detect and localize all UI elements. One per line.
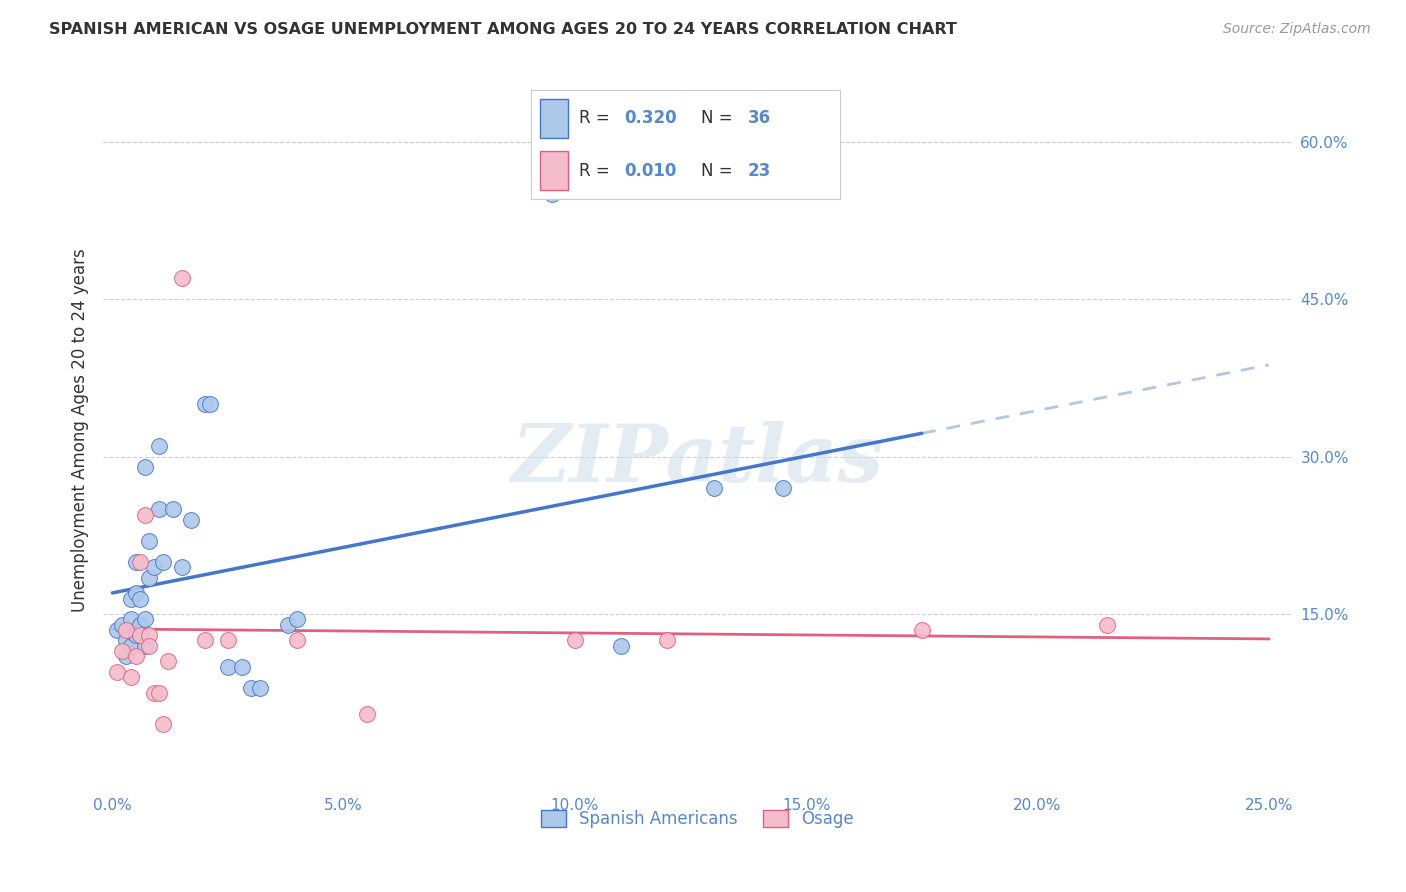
Text: ZIPatlas: ZIPatlas <box>512 421 883 499</box>
Point <box>194 397 217 411</box>
Point <box>138 639 160 653</box>
Point <box>120 591 142 606</box>
Point <box>277 617 299 632</box>
Point <box>170 560 193 574</box>
Text: Source: ZipAtlas.com: Source: ZipAtlas.com <box>1223 22 1371 37</box>
Point <box>240 681 263 695</box>
Point <box>194 633 217 648</box>
Point <box>120 612 142 626</box>
Point <box>610 639 633 653</box>
Point <box>156 655 179 669</box>
Point <box>124 628 146 642</box>
Point <box>564 633 586 648</box>
Point <box>134 612 156 626</box>
Point <box>249 681 271 695</box>
Point <box>772 481 794 495</box>
Point <box>356 706 378 721</box>
Point <box>129 591 152 606</box>
Point <box>162 502 184 516</box>
Point <box>115 649 138 664</box>
Point <box>129 628 152 642</box>
Point <box>911 623 934 637</box>
Point <box>120 670 142 684</box>
Point <box>124 649 146 664</box>
Point <box>287 612 309 626</box>
Point <box>111 617 134 632</box>
Point <box>287 633 309 648</box>
Point <box>120 639 142 653</box>
Point <box>138 533 160 548</box>
Point <box>111 644 134 658</box>
Point <box>152 555 174 569</box>
Point <box>1095 617 1118 632</box>
Point <box>129 617 152 632</box>
Point <box>703 481 725 495</box>
Point <box>657 633 679 648</box>
Point <box>138 628 160 642</box>
Point <box>134 639 156 653</box>
Point <box>540 187 562 202</box>
Point <box>148 502 170 516</box>
Point <box>124 555 146 569</box>
Text: SPANISH AMERICAN VS OSAGE UNEMPLOYMENT AMONG AGES 20 TO 24 YEARS CORRELATION CHA: SPANISH AMERICAN VS OSAGE UNEMPLOYMENT A… <box>49 22 957 37</box>
Point <box>134 508 156 522</box>
Y-axis label: Unemployment Among Ages 20 to 24 years: Unemployment Among Ages 20 to 24 years <box>72 249 89 613</box>
Point <box>231 659 253 673</box>
Point <box>180 513 202 527</box>
Legend: Spanish Americans, Osage: Spanish Americans, Osage <box>534 804 860 835</box>
Point <box>143 686 166 700</box>
Point <box>152 717 174 731</box>
Point <box>217 633 239 648</box>
Point <box>124 586 146 600</box>
Point <box>115 623 138 637</box>
Point <box>170 271 193 285</box>
Point <box>148 686 170 700</box>
Point <box>138 570 160 584</box>
Point <box>105 623 128 637</box>
Point <box>217 659 239 673</box>
Point <box>143 560 166 574</box>
Point <box>148 439 170 453</box>
Point <box>134 460 156 475</box>
Point <box>105 665 128 679</box>
Point <box>129 555 152 569</box>
Point <box>198 397 221 411</box>
Point <box>115 633 138 648</box>
